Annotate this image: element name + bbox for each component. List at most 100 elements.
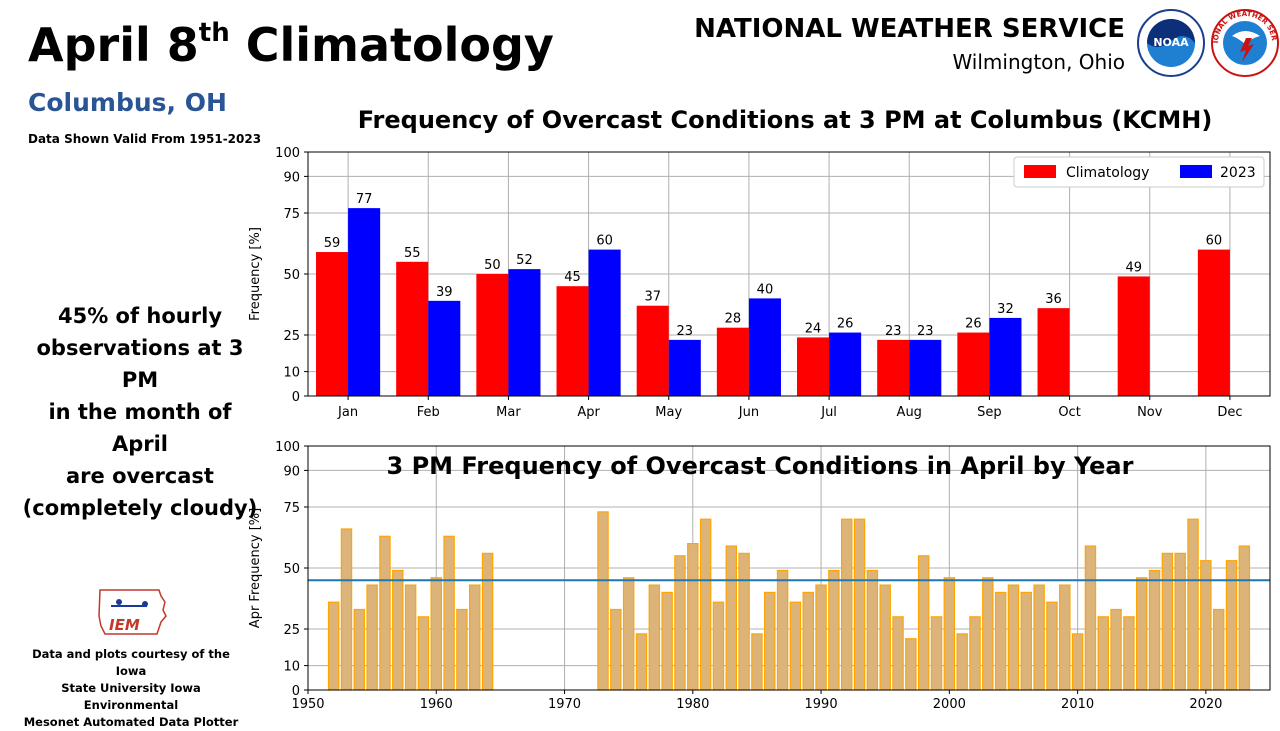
bar-2023 [588,249,621,396]
tick-label-x: Nov [1137,405,1163,420]
bar-year [1007,584,1020,691]
tick-label-x: Jan [337,405,358,420]
bar-year [712,601,725,691]
bar-year [725,545,738,691]
bar-year [1187,518,1199,691]
bar-year [1238,545,1251,691]
legend-label-2023: 2023 [1220,165,1256,181]
bar-year [1097,616,1109,691]
bar-year [866,569,879,691]
tick-label-x: Mar [496,405,521,420]
tick-label-x: 1960 [420,697,453,712]
bar-climatology [1117,276,1150,396]
bar-climatology [556,286,589,396]
tick-label-y: 10 [283,660,300,675]
bar-year [982,577,994,691]
bar-climatology [797,337,830,396]
tick-label-x: Oct [1058,405,1080,420]
bar-year [1110,608,1122,691]
summary-line: in the month of April [48,400,232,456]
bar-year [853,518,866,691]
summary-line: observations at 3 PM [36,336,244,392]
tick-label-x: 1970 [548,697,581,712]
bar-year [1148,569,1161,691]
data-label: 37 [644,290,661,305]
tick-label-y: 25 [283,623,300,638]
tick-label-x: Dec [1217,405,1242,420]
bar-year [905,638,917,691]
tick-label-x: Jun [738,405,759,420]
bar-climatology [476,274,509,396]
bar-year [930,616,943,691]
bar-year [1161,552,1174,691]
bar-year [1071,633,1084,691]
bar-2023 [348,208,381,396]
tick-label-x: Aug [897,405,922,420]
bar-year [879,584,891,691]
tick-label-y: 100 [275,146,300,161]
valid-range-note: Data Shown Valid From 1951-2023 [28,132,262,146]
bar-year [738,552,750,691]
bar-year [969,616,981,691]
tick-label-y: 75 [283,207,300,222]
legend-swatch-climatology [1024,165,1056,178]
nws-title: NATIONAL WEATHER SERVICE [694,14,1125,44]
bar-climatology [636,305,669,396]
bar-year [828,569,840,691]
data-label: 60 [1206,234,1223,249]
bar-year [994,591,1007,691]
tick-label-x: May [655,405,682,420]
data-label: 45 [564,270,581,285]
tick-label-x: 1980 [676,697,709,712]
tick-label-x: 2010 [1061,697,1094,712]
bar-year [1174,552,1186,691]
bar-year [1033,584,1045,691]
axis-label-y: Apr Frequency [%] [248,508,263,628]
tick-label-x: 2000 [933,697,966,712]
bar-year [699,518,712,691]
summary-line: are overcast [66,464,214,488]
tick-label-y: 100 [275,440,300,455]
tick-label-x: Jul [820,405,837,420]
bar-climatology [957,332,990,396]
bar-year [1020,591,1033,691]
legend-box [1013,156,1265,188]
bar-year [815,584,827,691]
axis-label-y: Frequency [%] [248,227,263,321]
data-label: 23 [885,324,902,339]
tick-label-y: 90 [283,464,300,479]
tick-label-y: 0 [292,684,300,699]
bar-year [892,616,904,691]
bar-year [956,633,968,691]
data-label: 28 [725,312,742,327]
bar-year [340,528,353,691]
summary-line: (completely cloudy) [22,496,258,520]
bar-year [776,569,789,691]
tick-label-x: Apr [577,405,600,420]
bar-2023 [668,339,701,396]
bar-year [917,555,930,691]
bar-2023 [989,317,1022,396]
bar-year [366,584,378,691]
data-label: 23 [917,324,934,339]
bar-year [687,542,699,691]
bar-year [610,608,622,691]
bar-year [597,511,609,691]
bar-year [481,552,494,691]
bar-climatology [877,339,910,396]
data-label: 49 [1125,260,1142,275]
tick-label-y: 25 [283,329,300,344]
credit-line: Data and plots courtesy of the Iowa [32,647,230,678]
svg-text:NOAA: NOAA [1153,36,1189,49]
data-label: 60 [596,234,613,249]
bar-year [379,535,391,691]
location-subtitle: Columbus, OH [28,88,227,117]
summary-line: 45% of hourly [57,304,223,328]
chart2-title: 3 PM Frequency of Overcast Conditions in… [386,452,1134,480]
legend-swatch-2023 [1180,165,1212,178]
tick-label-x: Sep [977,405,1002,420]
bar-year [674,555,686,691]
data-label: 55 [404,246,421,261]
